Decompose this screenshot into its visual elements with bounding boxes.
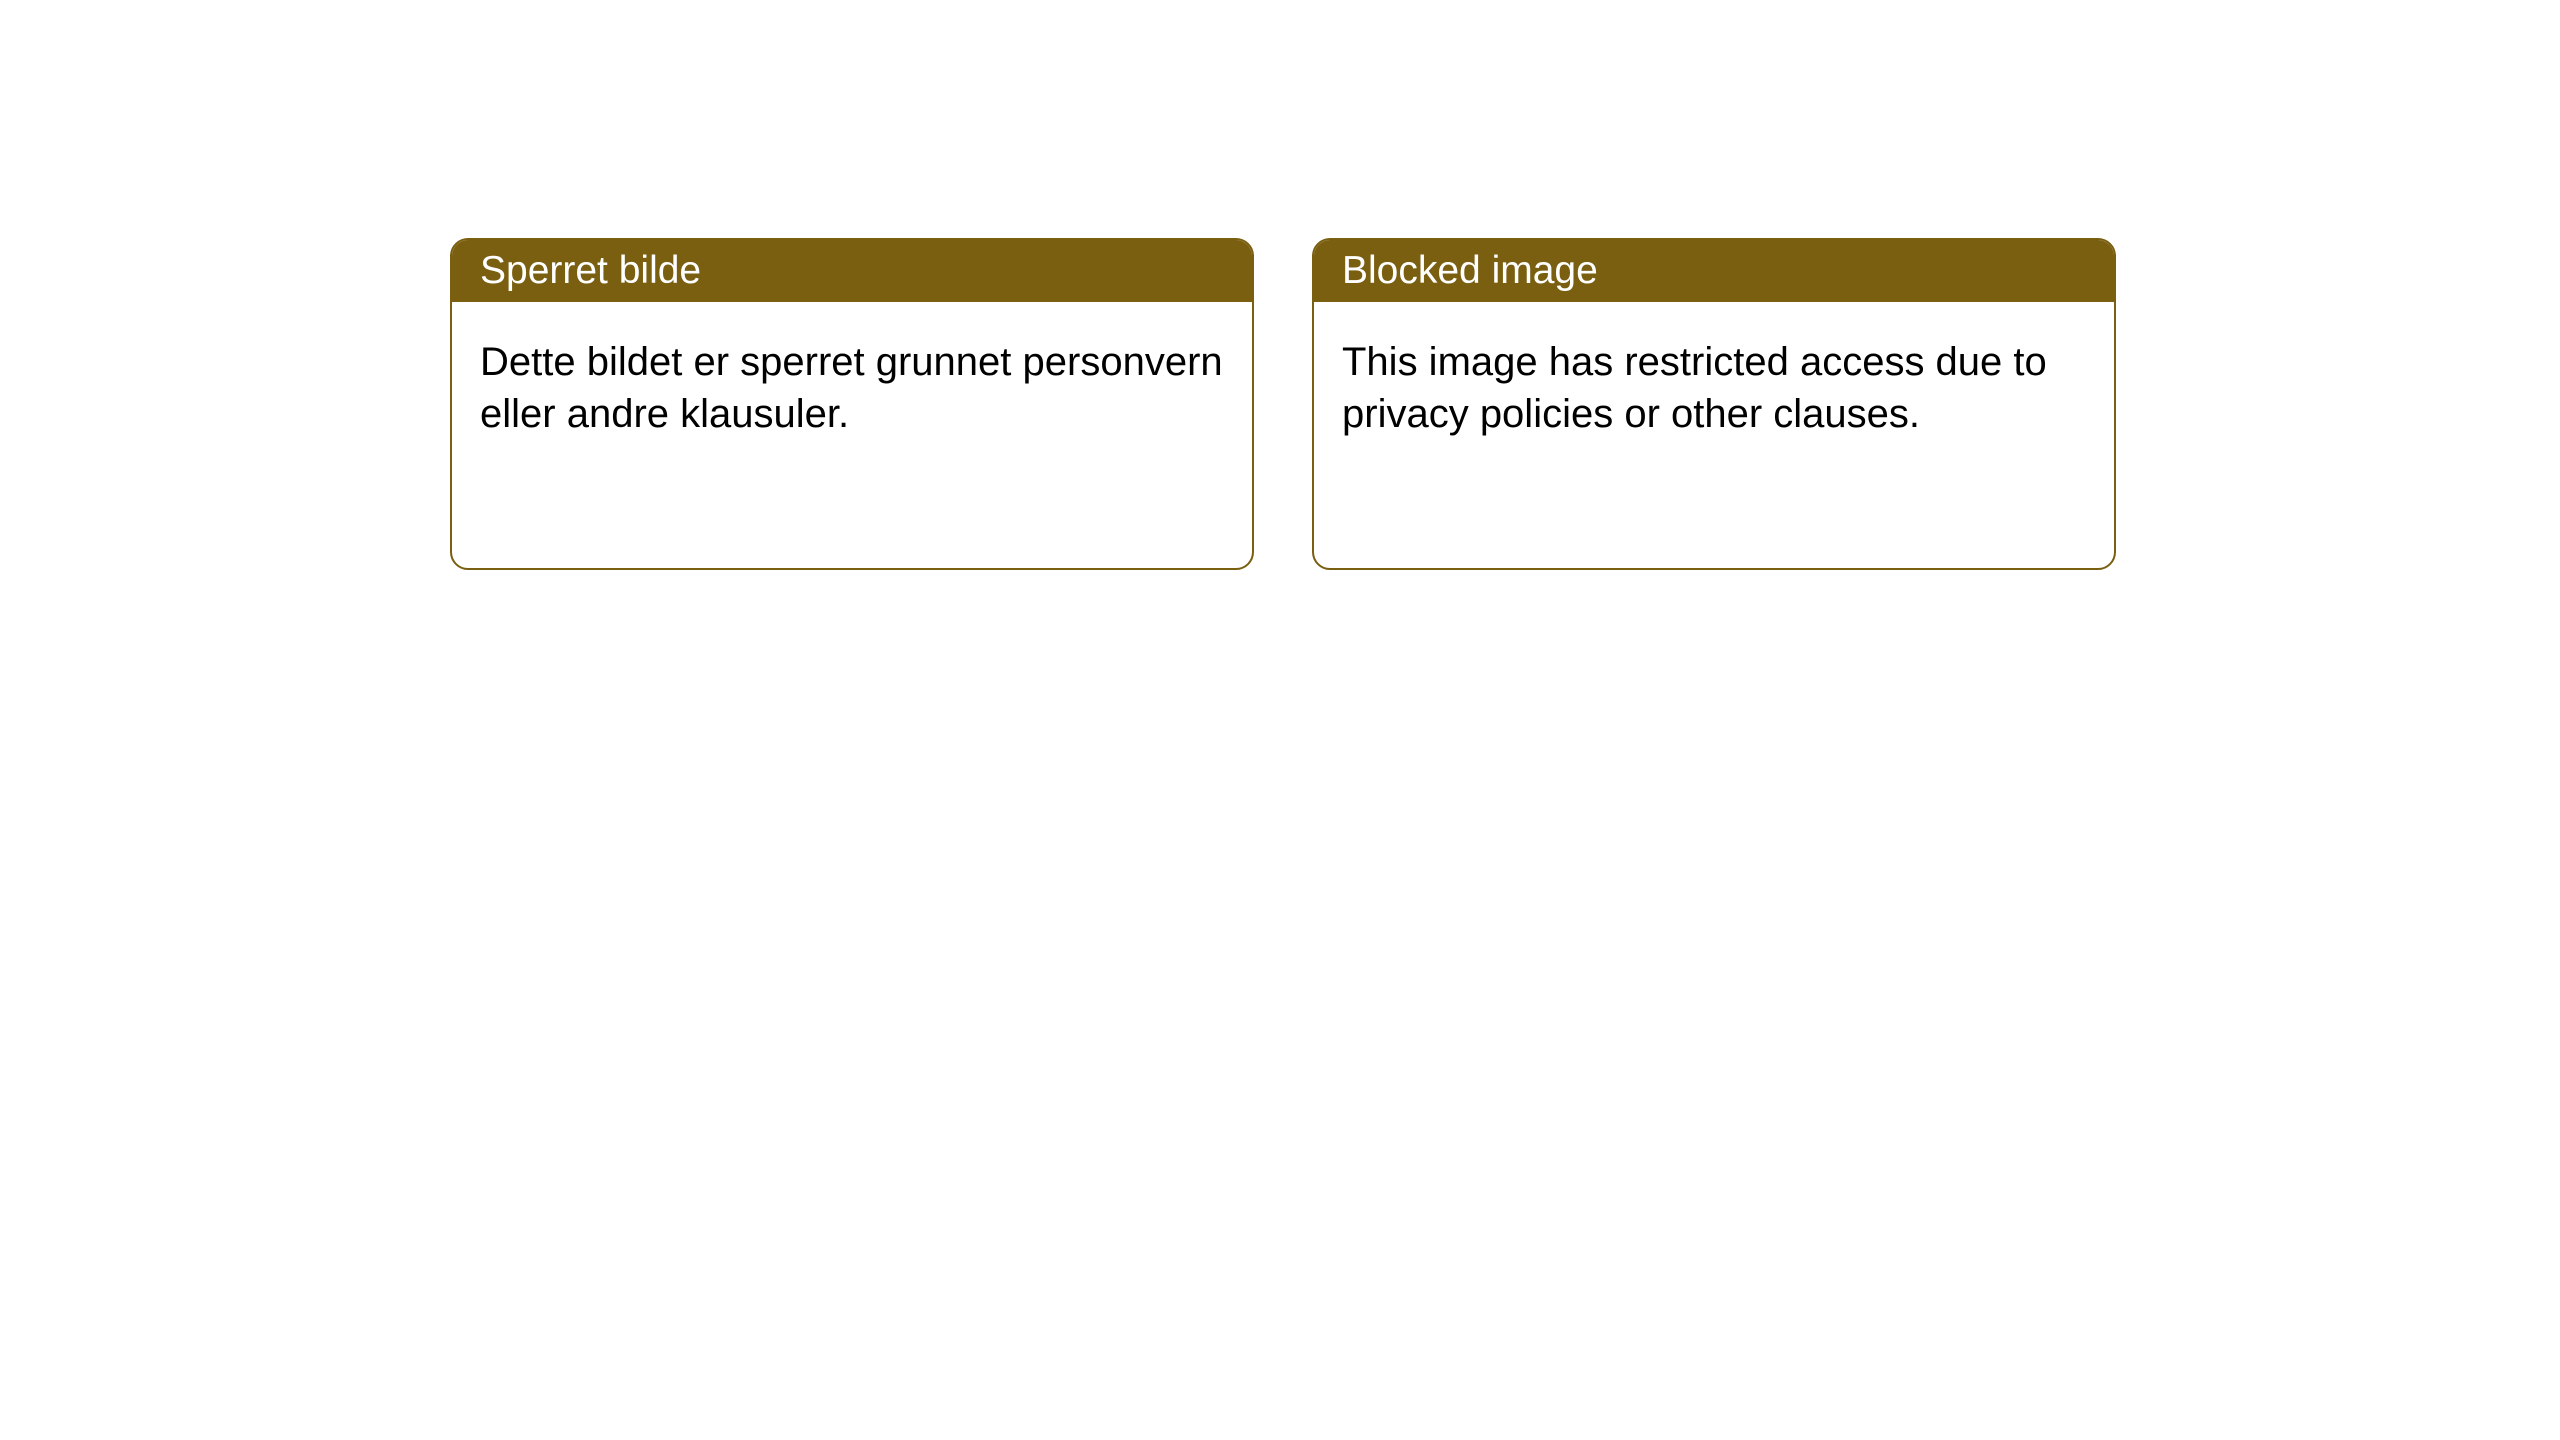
card-body: Dette bildet er sperret grunnet personve… [452, 302, 1252, 474]
notice-card-english: Blocked image This image has restricted … [1312, 238, 2116, 570]
card-body-text: Dette bildet er sperret grunnet personve… [480, 340, 1223, 436]
notice-card-norwegian: Sperret bilde Dette bildet er sperret gr… [450, 238, 1254, 570]
card-body-text: This image has restricted access due to … [1342, 340, 2047, 436]
notice-container: Sperret bilde Dette bildet er sperret gr… [0, 0, 2560, 570]
card-body: This image has restricted access due to … [1314, 302, 2114, 474]
card-title: Sperret bilde [480, 249, 701, 293]
card-title: Blocked image [1342, 249, 1598, 293]
card-header: Sperret bilde [452, 240, 1252, 302]
card-header: Blocked image [1314, 240, 2114, 302]
